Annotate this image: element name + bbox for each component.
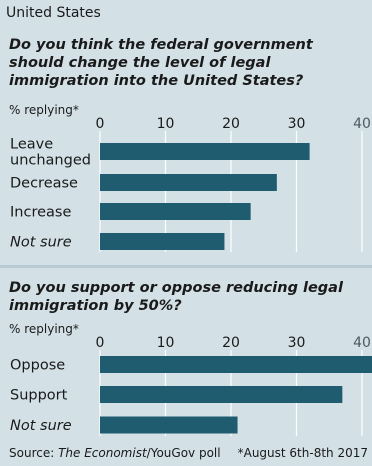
chart-1-category-label: unchanged	[10, 153, 91, 169]
chart-1-title: Do you think the federal government shou…	[9, 37, 313, 89]
chart-2-title: Do you support or oppose reducing legal …	[9, 280, 343, 314]
chart-2-tick-label: 0	[96, 335, 105, 351]
chart-2-bar	[100, 386, 343, 403]
chart-1-bar	[100, 174, 277, 191]
chart-2-tick-label: 10	[157, 335, 175, 351]
source-rest: /YouGov poll	[146, 446, 221, 460]
section-divider	[0, 265, 372, 268]
chart-1-category-label: Leave	[10, 137, 53, 153]
chart-1-category-label: Not sure	[10, 235, 72, 251]
chart-2-bar	[100, 356, 372, 373]
chart-1-tick-label: 40	[353, 116, 371, 132]
chart-2-tick-label: 40	[353, 335, 371, 351]
source-prefix: Source:	[9, 446, 59, 460]
chart-1-category-label: Increase	[10, 205, 71, 221]
chart-2-category-label: Support	[10, 388, 68, 404]
date-footnote: *August 6th-8th 2017	[237, 446, 368, 460]
chart-2-tick-label: 30	[288, 335, 306, 351]
chart-1-bar	[100, 203, 251, 220]
chart-1-bar	[100, 233, 225, 250]
chart-1-tick-label: 30	[288, 116, 306, 132]
chart-1-tick-label: 0	[96, 116, 105, 132]
chart-2-tick-label: 20	[222, 335, 240, 351]
chart-2-category-label: Oppose	[10, 358, 65, 374]
source-publication: The Economist	[58, 446, 147, 460]
chart-1-bar	[100, 143, 310, 160]
chart-2-unit-label: % replying*	[9, 322, 79, 336]
region-label: United States	[6, 5, 101, 21]
chart-1-tick-label: 10	[157, 116, 175, 132]
chart-2-category-label: Not sure	[10, 418, 72, 434]
chart-1-category-label: Decrease	[10, 176, 78, 192]
chart-1-tick-label: 20	[222, 116, 240, 132]
source-note: Source: The Economist/YouGov poll	[9, 446, 221, 460]
chart-1-unit-label: % replying*	[9, 103, 79, 117]
chart-2-bar	[100, 416, 238, 434]
